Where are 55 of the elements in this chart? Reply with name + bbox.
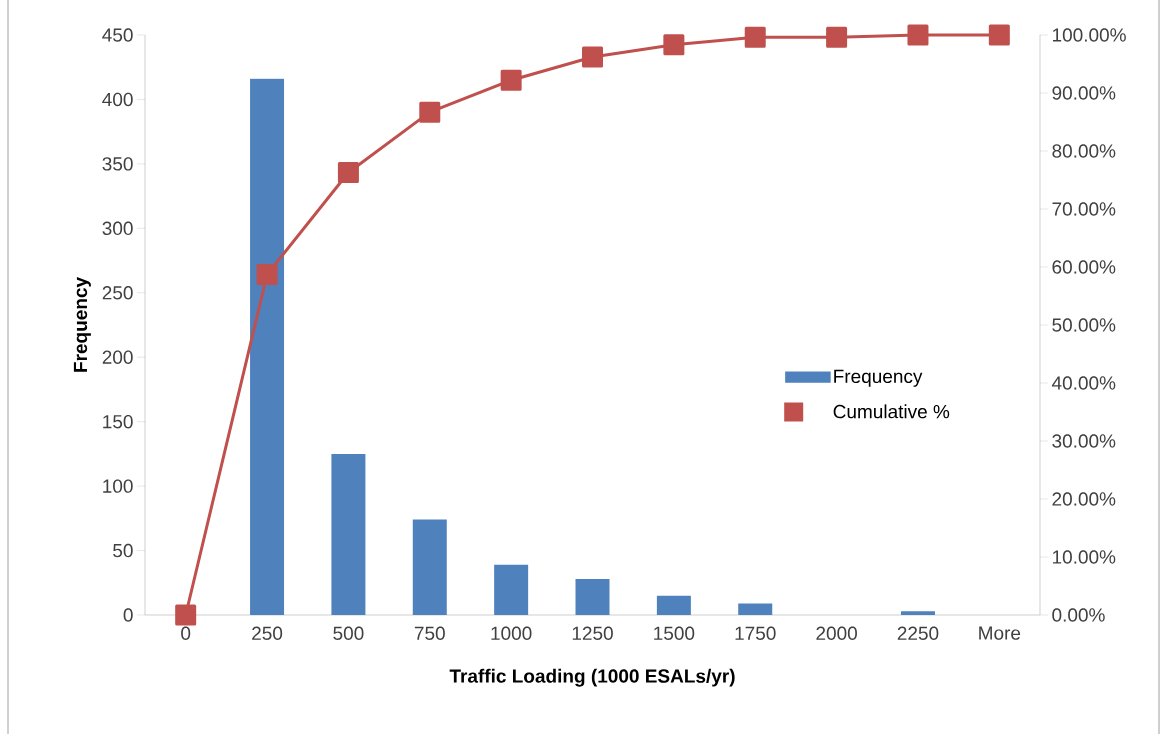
x-tick-label: More <box>979 626 1021 640</box>
bar <box>900 611 935 615</box>
y-tick-label: 0 <box>123 608 133 622</box>
x-tick-label: 1750 <box>735 626 776 640</box>
point <box>500 69 522 91</box>
y2-tick-label: 0.00% <box>1052 608 1105 622</box>
bar <box>738 603 773 615</box>
y2-tick-label: 10.00% <box>1052 550 1116 564</box>
y-tick-label: 200 <box>102 350 133 364</box>
x-tick-label: 1000 <box>491 626 532 640</box>
x-tick-label: 1250 <box>572 626 613 640</box>
y-tick-label: 450 <box>102 28 133 42</box>
x-tick-label: 2250 <box>897 626 939 640</box>
legend-label: Frequency <box>834 369 923 387</box>
x-axis-title: Traffic Loading (1000 ESALs/yr) <box>449 668 735 687</box>
bar <box>656 595 691 615</box>
x-tick-label: 2000 <box>816 626 857 640</box>
bar <box>412 519 447 615</box>
y2-tick-label: 30.00% <box>1052 434 1116 448</box>
x-tick-label: 750 <box>414 626 445 640</box>
y-tick-label: 300 <box>102 221 133 236</box>
point <box>663 34 685 56</box>
y2-tick-label: 70.00% <box>1052 202 1116 216</box>
bar <box>575 578 610 615</box>
y-tick-label: 350 <box>102 157 133 171</box>
y-tick-label: 250 <box>102 286 133 300</box>
y-tick-label: 50 <box>113 543 133 558</box>
legend-label: Cumulative % <box>833 404 950 419</box>
y-tick-label: 400 <box>102 92 133 107</box>
y-tick-label: 150 <box>103 414 133 429</box>
x-tick-label: 500 <box>333 626 364 640</box>
point <box>256 264 278 286</box>
x-tick-label: 1500 <box>654 626 695 640</box>
point <box>988 24 1010 46</box>
point <box>907 24 929 46</box>
y2-tick-label: 90.00% <box>1052 86 1116 100</box>
y2-tick-label: 60.00% <box>1052 260 1116 274</box>
point <box>337 161 359 183</box>
bar <box>331 453 366 615</box>
point <box>175 604 197 626</box>
y2-tick-label: 50.00% <box>1052 318 1116 332</box>
point <box>582 46 604 68</box>
bar <box>494 564 529 615</box>
y2-tick-label: 20.00% <box>1052 492 1116 506</box>
point <box>744 26 766 48</box>
x-tick-label: 250 <box>252 626 283 640</box>
bar <box>250 78 285 615</box>
y2-tick-label: 40.00% <box>1051 376 1116 390</box>
y2-tick-label: 100.00% <box>1052 28 1126 42</box>
point <box>419 101 441 123</box>
point <box>826 26 848 48</box>
y-axis-title: Frequency <box>73 277 91 372</box>
y-tick-label: 100 <box>103 479 133 493</box>
x-tick-label: 0 <box>181 626 191 640</box>
y2-tick-label: 80.00% <box>1052 144 1116 158</box>
